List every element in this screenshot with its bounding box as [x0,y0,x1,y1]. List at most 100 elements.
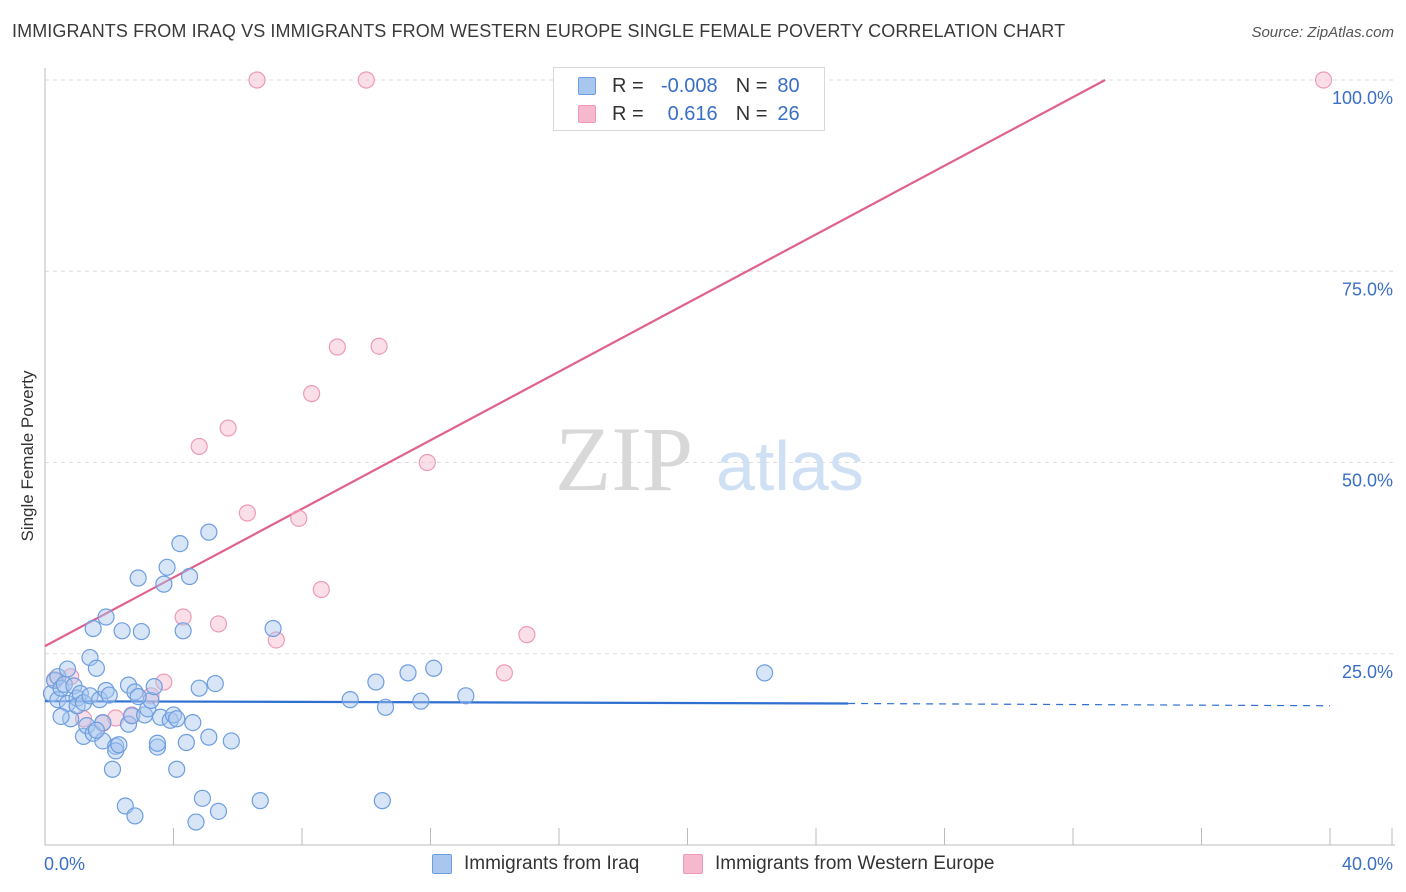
bottom-legend-label-western-europe: Immigrants from Western Europe [715,853,995,874]
point-iraq-60 [193,789,212,807]
point-iraq-67 [264,619,282,638]
point-western-europe-10 [209,615,228,633]
point-iraq-20 [87,659,106,677]
point-iraq-13 [74,694,93,712]
point-western-europe-16 [303,385,321,403]
point-iraq-53 [171,534,189,553]
x-tick-label-0: 0.0% [44,854,85,874]
point-iraq-52 [168,760,186,778]
watermark-zip: ZIP [555,408,693,510]
point-iraq-30 [110,736,128,754]
trend-line-iraq [44,700,849,705]
point-western-europe-15 [290,509,308,527]
y-tick-label-100: 100.0% [1332,88,1393,108]
point-iraq-79 [87,721,106,739]
point-iraq-45 [148,734,167,752]
point-iraq-39 [132,622,150,641]
point-iraq-77 [52,707,70,726]
point-iraq-27 [103,760,122,778]
point-iraq-26 [100,686,118,704]
point-western-europe-12 [238,504,256,522]
point-iraq-36 [126,683,144,701]
point-iraq-74 [425,659,443,677]
tick-labels: 25.0% 50.0% 75.0% 100.0% 0.0% 40.0% [44,88,1393,874]
trend-line-western-europe [44,79,1106,648]
trend-line-iraq-extension [848,702,1331,707]
legend-n-value-western-europe: 26 [777,102,800,125]
point-iraq-35 [123,707,141,725]
point-iraq-37 [126,807,144,825]
point-iraq-51 [168,710,186,728]
y-tick-label-50: 50.0% [1342,471,1393,491]
point-iraq-21 [91,691,109,709]
point-western-europe-6 [142,687,160,705]
point-iraq-78 [129,687,147,706]
point-iraq-34 [119,676,138,694]
legend-n-label: N = [735,74,768,97]
point-iraq-44 [148,738,167,756]
point-iraq-69 [367,673,385,691]
correlation-legend: R = -0.008 N = 80 R = 0.616 N = 26 [553,67,825,131]
watermark-atlas: atlas [716,427,864,505]
x-tick-label-40: 40.0% [1342,854,1393,874]
point-iraq-72 [399,664,417,682]
data-points [42,71,1333,831]
legend-r-label: R = [612,74,644,97]
bottom-legend-label-iraq: Immigrants from Iraq [464,853,640,874]
point-iraq-47 [155,575,173,593]
point-iraq-64 [209,802,228,820]
point-western-europe-17 [312,580,330,599]
point-iraq-58 [187,813,205,831]
legend-swatch-iraq [578,77,596,95]
point-iraq-66 [251,792,269,810]
point-iraq-25 [97,608,115,626]
y-tick-label-25: 25.0% [1342,662,1393,682]
point-iraq-19 [84,619,102,638]
point-iraq-42 [142,691,160,710]
point-western-europe-11 [219,419,237,437]
point-iraq-48 [158,558,176,576]
point-iraq-31 [113,622,131,640]
point-iraq-57 [184,713,202,732]
point-iraq-54 [174,622,192,640]
point-western-europe-18 [328,338,346,356]
point-iraq-63 [206,674,224,693]
legend-swatch-western-europe [578,105,596,123]
gridlines [45,79,1395,655]
point-western-europe-20 [370,337,388,355]
y-axis-label: Single Female Poverty [18,370,37,542]
point-western-europe-13 [248,71,266,89]
point-iraq-61 [200,728,218,746]
legend-row-western-europe: R = 0.616 N = 26 [578,101,800,127]
point-western-europe-7 [155,673,173,691]
point-western-europe-21 [418,453,436,472]
legend-n-label: N = [735,102,768,125]
y-tick-label-75: 75.0% [1342,279,1393,299]
legend-r-value-western-europe: 0.616 [667,102,718,125]
bottom-legend-swatch-iraq [432,854,452,874]
point-iraq-43 [145,678,163,696]
point-iraq-75 [457,687,475,705]
legend-n-value-iraq: 80 [777,74,800,97]
point-iraq-16 [81,687,99,705]
point-western-europe-9 [190,437,208,456]
point-iraq-56 [180,567,199,586]
bottom-legend-iraq: Immigrants from Iraq [432,851,639,877]
point-iraq-0 [42,684,61,703]
source-label: Source: ZipAtlas.com [1251,24,1394,41]
point-iraq-62 [200,523,218,541]
point-iraq-71 [376,698,395,716]
point-iraq-22 [94,732,112,750]
point-iraq-59 [190,679,208,697]
trend-lines [44,79,1331,707]
point-iraq-73 [412,692,430,710]
point-iraq-7 [58,660,77,678]
watermark: ZIP atlas [555,408,864,510]
chart-title: IMMIGRANTS FROM IRAQ VS IMMIGRANTS FROM … [12,21,1066,41]
legend-row-iraq: R = -0.008 N = 80 [578,73,800,99]
point-western-europe-23 [518,626,536,644]
point-iraq-76 [755,664,774,682]
point-iraq-38 [129,569,147,587]
point-iraq-65 [222,732,240,750]
